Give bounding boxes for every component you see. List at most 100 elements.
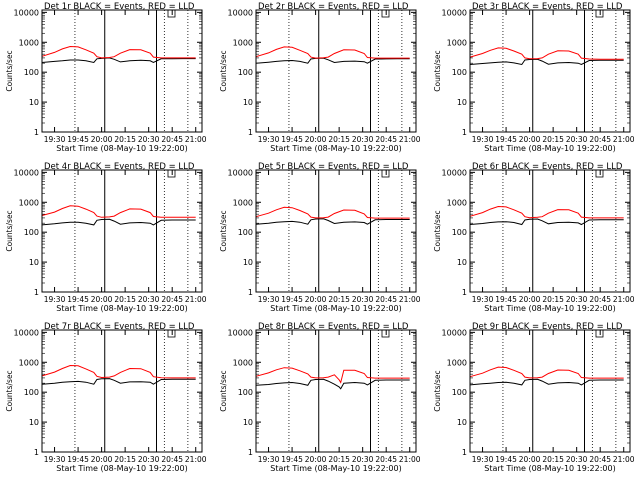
y-tick-label: 100 [238, 68, 253, 77]
x-axis-label: Start Time (08-May-10 19:22:00) [56, 144, 187, 153]
y-tick-label: 10 [243, 98, 253, 107]
y-tick-label: 10 [457, 258, 467, 267]
plot-frame [41, 329, 203, 453]
marker-box [167, 169, 176, 178]
x-tick-label: 19:45 [281, 135, 303, 144]
y-tick-label: 1000 [19, 38, 39, 47]
x-tick-label: 20:15 [542, 295, 564, 304]
y-axis-label: Counts/sec [5, 50, 14, 91]
x-tick-label: 20:00 [305, 455, 327, 464]
x-tick-label: 20:15 [542, 135, 564, 144]
y-tick-label: 1 [462, 128, 467, 137]
plot-frame [469, 169, 631, 293]
x-tick-label: 20:00 [519, 455, 541, 464]
x-axis-label: Start Time (08-May-10 19:22:00) [56, 304, 187, 313]
x-tick-label: 20:45 [375, 455, 397, 464]
x-tick-label: 21:00 [613, 135, 635, 144]
plot-frame [255, 329, 417, 453]
x-tick-label: 19:30 [258, 295, 280, 304]
x-tick-label: 20:15 [114, 455, 136, 464]
y-tick-label: 1000 [447, 358, 467, 367]
panel-title: Det 2r BLACK = Events, RED = LLD [258, 2, 409, 12]
y-axis-label: Counts/sec [433, 370, 442, 411]
y-axis-label: Counts/sec [5, 210, 14, 251]
y-tick-label: 1000 [447, 198, 467, 207]
detector-panel: 1 10 100 1000 10000 19:30 19:45 20:00 20:15 20:30… [219, 2, 421, 153]
x-tick-label: 21:00 [185, 455, 207, 464]
panel-title: Det 5r BLACK = Events, RED = LLD [258, 162, 409, 172]
lld-series-line [41, 364, 196, 379]
x-tick-label: 21:00 [399, 455, 421, 464]
y-tick-label: 10000 [14, 8, 39, 17]
plot-frame [255, 9, 417, 133]
y-axis-label: Counts/sec [219, 50, 228, 91]
x-tick-label: 19:45 [281, 455, 303, 464]
x-tick-label: 21:00 [613, 455, 635, 464]
x-tick-label: 20:00 [91, 295, 113, 304]
x-tick-label: 19:45 [495, 455, 517, 464]
plot-frame [41, 9, 203, 133]
x-tick-label: 20:45 [589, 295, 611, 304]
y-tick-label: 1000 [19, 358, 39, 367]
events-series-line [469, 378, 624, 386]
x-tick-label: 19:30 [472, 455, 494, 464]
x-tick-label: 20:45 [375, 295, 397, 304]
x-tick-label: 20:15 [328, 455, 350, 464]
y-tick-label: 100 [24, 68, 39, 77]
y-axis-label: Counts/sec [433, 210, 442, 251]
y-tick-label: 100 [238, 228, 253, 237]
y-tick-label: 10000 [442, 168, 467, 177]
detector-panel: 1 10 100 1000 10000 19:30 19:45 20:00 20:15 20:30… [433, 2, 635, 153]
x-tick-label: 19:30 [44, 455, 66, 464]
x-tick-label: 21:00 [185, 295, 207, 304]
y-tick-label: 1 [34, 288, 39, 297]
lld-series-line [255, 46, 410, 59]
x-tick-label: 19:30 [44, 295, 66, 304]
y-tick-label: 10000 [14, 328, 39, 337]
y-tick-label: 1 [248, 448, 253, 457]
lld-series-line [469, 205, 624, 219]
x-axis-label: Start Time (08-May-10 19:22:00) [56, 464, 187, 473]
panel-title: Det 3r BLACK = Events, RED = LLD [472, 2, 623, 12]
x-tick-label: 20:30 [566, 295, 588, 304]
x-tick-label: 20:00 [305, 135, 327, 144]
events-series-line [41, 57, 196, 64]
detector-panel: 1 10 100 1000 10000 19:30 19:45 20:00 20:15 20:30… [433, 162, 635, 313]
marker-box [381, 169, 390, 178]
y-tick-label: 10 [29, 258, 39, 267]
x-tick-label: 20:15 [542, 455, 564, 464]
x-tick-label: 19:30 [258, 455, 280, 464]
events-series-line [41, 218, 196, 226]
x-tick-label: 20:15 [328, 295, 350, 304]
x-tick-label: 20:30 [352, 455, 374, 464]
x-tick-label: 19:30 [472, 135, 494, 144]
panel-title: Det 4r BLACK = Events, RED = LLD [44, 162, 195, 172]
plot-frame [469, 9, 631, 133]
y-axis-label: Counts/sec [5, 370, 14, 411]
y-tick-label: 10000 [228, 328, 253, 337]
x-axis-label: Start Time (08-May-10 19:22:00) [484, 304, 615, 313]
y-tick-label: 1000 [233, 198, 253, 207]
marker-box [167, 9, 176, 18]
x-tick-label: 20:30 [566, 455, 588, 464]
x-tick-label: 20:45 [161, 135, 183, 144]
events-series-line [255, 57, 410, 64]
detector-panel: 1 10 100 1000 10000 19:30 19:45 20:00 20:15 20:30… [219, 322, 421, 473]
y-tick-label: 100 [452, 388, 467, 397]
x-tick-label: 21:00 [399, 295, 421, 304]
y-tick-label: 100 [452, 68, 467, 77]
y-tick-label: 10000 [442, 328, 467, 337]
x-tick-label: 19:30 [472, 295, 494, 304]
x-tick-label: 21:00 [399, 135, 421, 144]
x-axis-label: Start Time (08-May-10 19:22:00) [270, 304, 401, 313]
y-axis-label: Counts/sec [219, 210, 228, 251]
y-tick-label: 10000 [228, 168, 253, 177]
marker-box [595, 169, 604, 178]
detector-panel: 1 10 100 1000 10000 19:30 19:45 20:00 20:15 20:30… [5, 162, 207, 313]
x-axis-label: Start Time (08-May-10 19:22:00) [484, 464, 615, 473]
x-axis-label: Start Time (08-May-10 19:22:00) [270, 144, 401, 153]
x-tick-label: 19:45 [67, 295, 89, 304]
x-tick-label: 20:30 [566, 135, 588, 144]
x-axis-label: Start Time (08-May-10 19:22:00) [484, 144, 615, 153]
y-tick-label: 100 [238, 388, 253, 397]
